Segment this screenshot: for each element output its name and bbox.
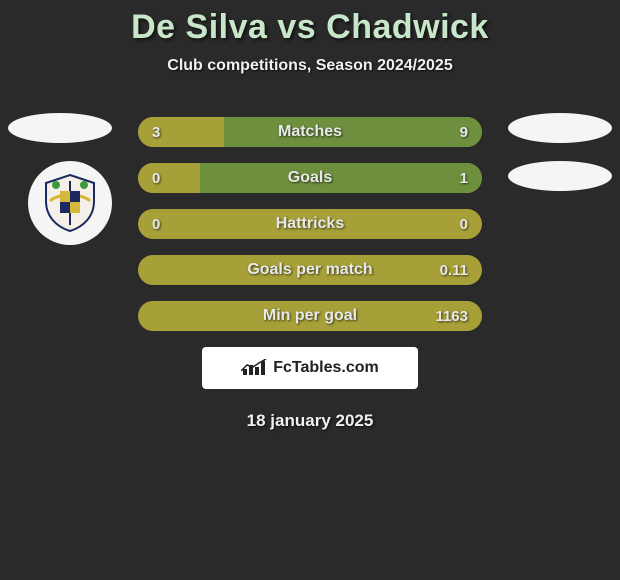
stat-bar: 0Hattricks0 (138, 209, 482, 239)
brand-badge: FcTables.com (202, 347, 418, 389)
brand-text: FcTables.com (273, 359, 379, 377)
stat-bars: 3Matches90Goals10Hattricks0Goals per mat… (138, 117, 482, 331)
bar-value-left: 0 (152, 209, 160, 239)
bar-label: Goals per match (138, 255, 482, 285)
bar-label: Min per goal (138, 301, 482, 331)
shield-icon (38, 171, 102, 235)
bar-value-right: 1163 (435, 301, 468, 331)
date-text: 18 january 2025 (0, 411, 620, 431)
bar-label: Hattricks (138, 209, 482, 239)
bar-fill-left (138, 163, 200, 193)
stats-area: 3Matches90Goals10Hattricks0Goals per mat… (0, 117, 620, 331)
bar-value-right: 1 (460, 163, 468, 193)
player2-logo-placeholder-2 (508, 161, 612, 191)
subtitle: Club competitions, Season 2024/2025 (0, 57, 620, 75)
bar-value-right: 0.11 (440, 255, 468, 285)
bar-value-right: 9 (460, 117, 468, 147)
stat-bar: 3Matches9 (138, 117, 482, 147)
comparison-widget: De Silva vs Chadwick Club competitions, … (0, 0, 620, 431)
bar-value-left: 0 (152, 163, 160, 193)
chart-icon (241, 359, 267, 377)
bar-value-right: 0 (460, 209, 468, 239)
player1-logo-placeholder (8, 113, 112, 143)
bar-value-left: 3 (152, 117, 160, 147)
bar-fill-left (138, 117, 224, 147)
page-title: De Silva vs Chadwick (0, 8, 620, 47)
stat-bar: Goals per match0.11 (138, 255, 482, 285)
bar-fill-right (200, 163, 482, 193)
player2-logo-placeholder (508, 113, 612, 143)
bar-fill-right (224, 117, 482, 147)
stat-bar: Min per goal1163 (138, 301, 482, 331)
stat-bar: 0Goals1 (138, 163, 482, 193)
club-badge (28, 161, 112, 245)
